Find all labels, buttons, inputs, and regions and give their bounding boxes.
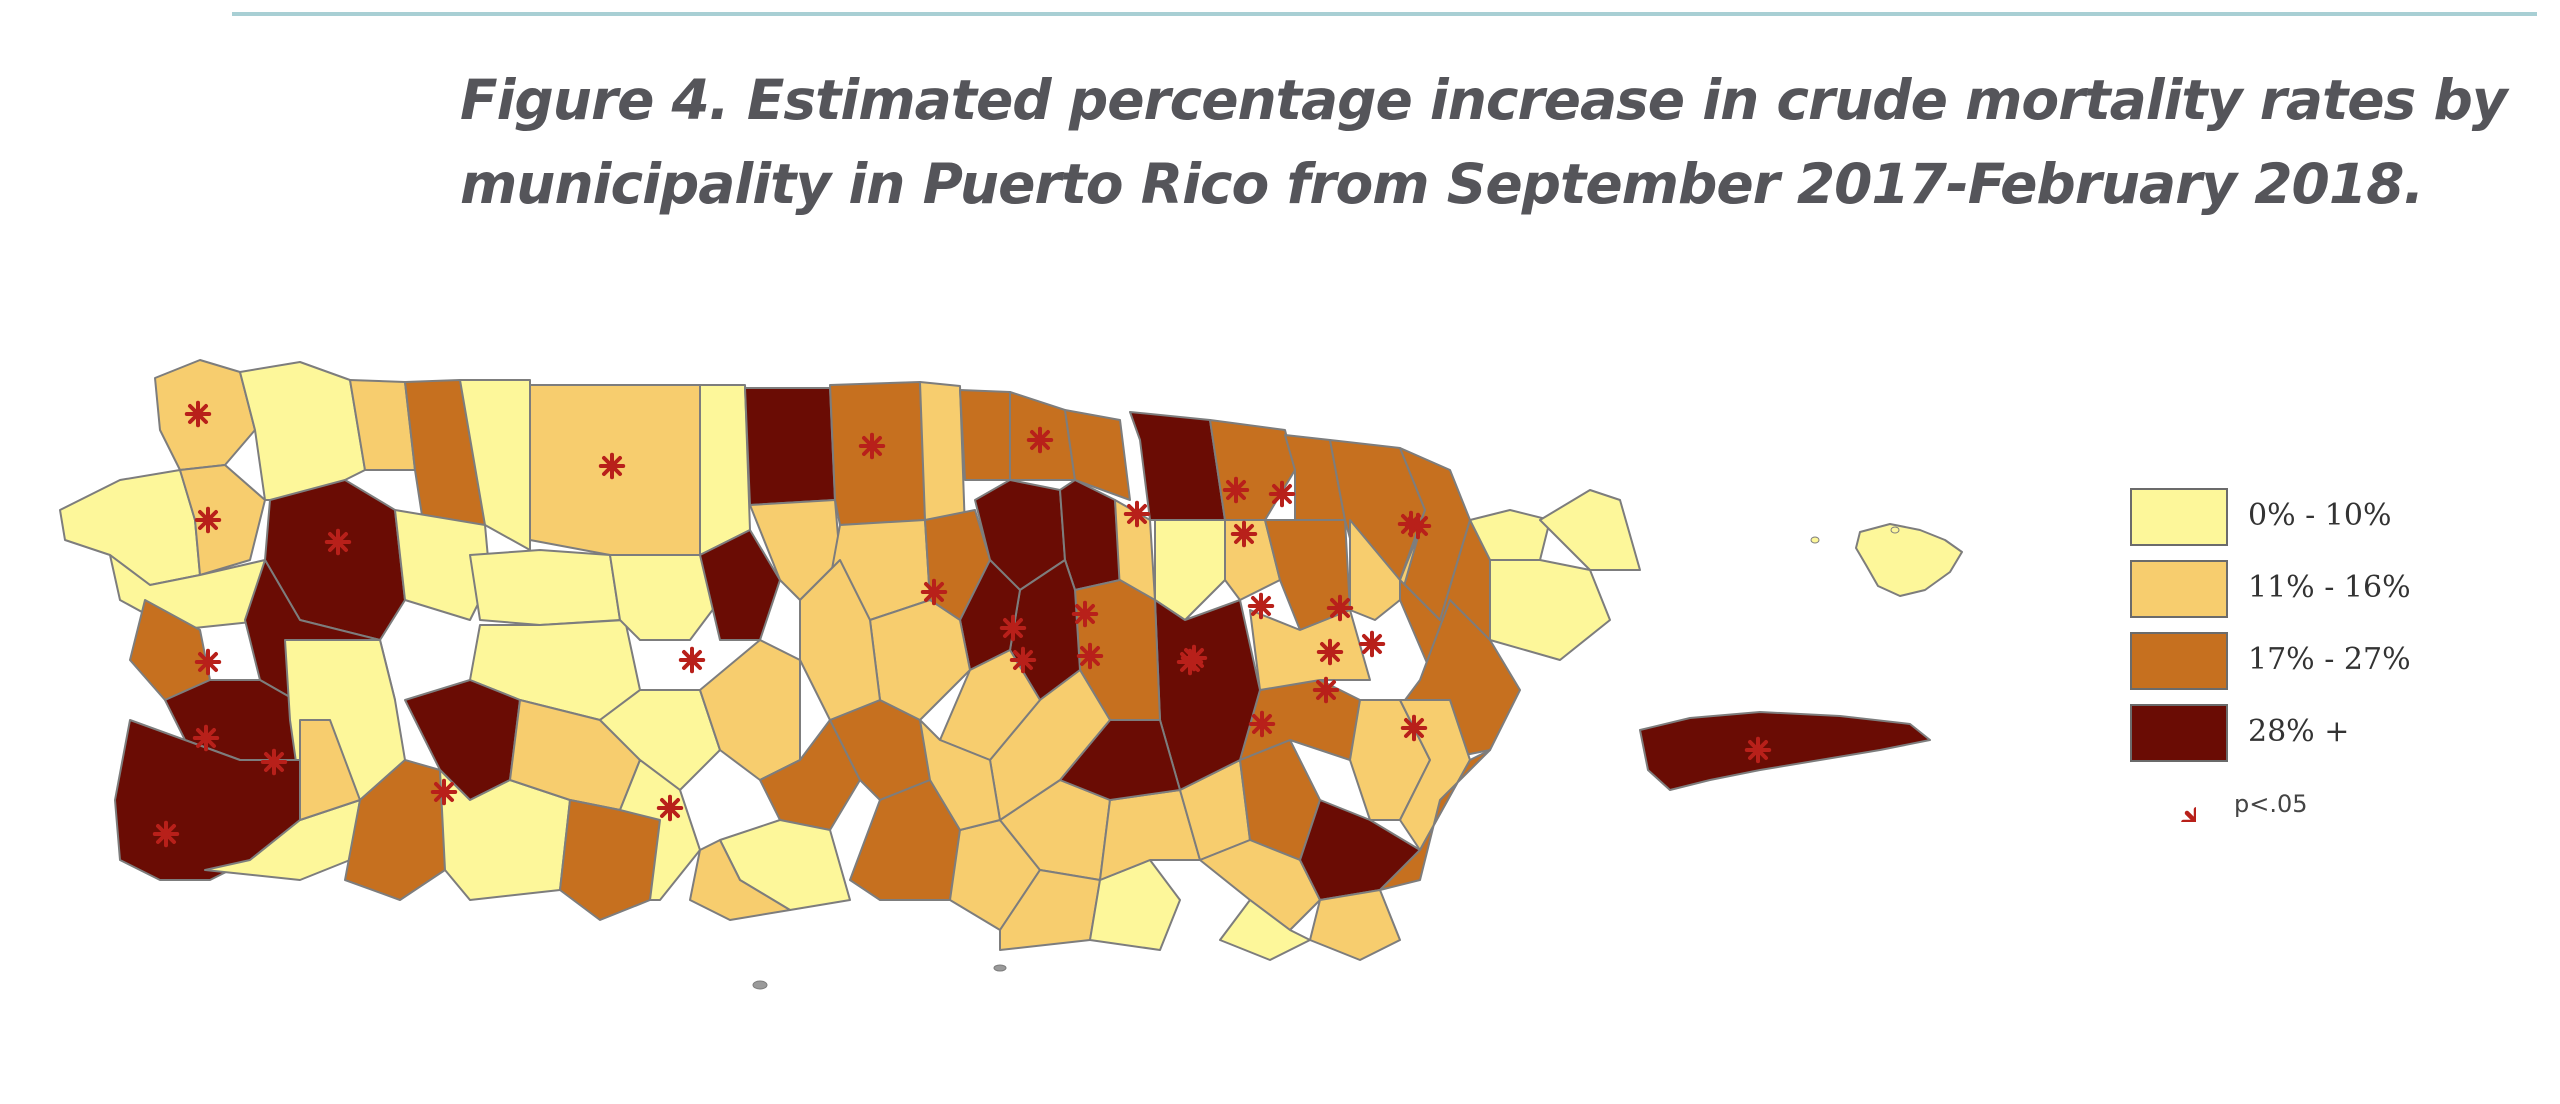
municipality-66 [1089,859,1181,951]
significance-star-icon [858,432,886,460]
legend-label: 17% - 27% [2248,642,2411,677]
significance-star-icon [1744,736,1772,764]
significance-star-icon [1247,592,1275,620]
legend-item-28-plus: 28% + [2130,704,2460,766]
significance-star-icon [430,778,458,806]
municipality-3 [59,469,201,586]
municipality-90 [1855,523,1963,597]
municipality-89 [1639,711,1931,791]
significance-star-icon [1312,676,1340,704]
significance-star-icon [1230,520,1258,548]
municipality-54 [559,799,661,921]
municipality-88 [1379,749,1491,891]
municipality-9 [699,384,751,556]
significance-star-icon [1076,642,1104,670]
legend-label: 11% - 16% [2248,570,2411,605]
municipality-10 [744,387,836,506]
municipality-27 [469,549,621,626]
legend-label: p<.05 [2234,790,2308,818]
municipality-42 [1469,509,1551,561]
municipality-82 [799,559,881,721]
islet-2 [993,964,1007,972]
significance-star-icon [1009,646,1037,674]
legend-item-0-10: 0% - 10% [2130,488,2460,550]
significance-star-icon [1358,630,1386,658]
legend-label: 0% - 10% [2248,498,2392,533]
municipality-13 [959,389,1011,481]
municipality-37 [1154,519,1226,621]
municipality-65 [999,869,1101,951]
significance-star-icon [999,614,1027,642]
significance-star-icon [1326,594,1354,622]
significance-star-icon [1400,714,1428,742]
municipality-87 [1219,899,1311,961]
significance-star-icon [192,724,220,752]
figure-title-line-2: municipality in Puerto Rico from Septemb… [460,152,2424,216]
significance-star-icon [1222,476,1250,504]
significance-star-icon [1026,426,1054,454]
municipality-81 [869,599,971,721]
municipality-15 [1064,409,1131,501]
municipality-44 [1539,489,1641,571]
legend-label: 28% + [2248,714,2350,749]
municipalities [59,359,1963,990]
significance-star-icon [598,452,626,480]
municipality-43 [1489,559,1611,661]
significance-star-icon [260,748,288,776]
significance-star-icon [1071,600,1099,628]
significance-star-icon [1404,512,1432,540]
significance-star-icon [1176,648,1204,676]
municipality-86 [919,719,1001,831]
significance-star-icon [194,506,222,534]
legend-item-11-16: 11% - 16% [2130,560,2460,622]
significance-star-icon [1316,638,1344,666]
municipality-56 [619,759,701,901]
significance-star-icon [678,646,706,674]
significance-star-icon [152,820,180,848]
significance-star-icon [184,400,212,428]
municipality-12 [919,381,966,531]
islet-4 [1810,536,1820,544]
significance-star-icon [1248,710,1276,738]
legend-swatch [2130,560,2228,618]
figure-title-line-1: Figure 4. Estimated percentage increase … [460,68,2508,132]
municipality-30 [699,529,781,641]
legend-item-significance: p<.05 [2130,784,2460,846]
municipality-57 [699,639,801,781]
significance-star-icon [324,528,352,556]
municipality-72 [1309,889,1401,961]
significance-star-icon [1123,500,1151,528]
municipality-85 [939,649,1041,761]
top-divider [232,12,2537,16]
legend-swatch [2130,704,2228,762]
significance-star-icon [2160,786,2196,822]
figure-title: Figure 4. Estimated percentage increase … [460,58,2508,226]
municipality-60 [689,839,791,921]
municipality-2 [239,361,366,501]
significance-star-icon [1268,480,1296,508]
legend-swatch [2130,632,2228,690]
legend-item-17-27: 17% - 27% [2130,632,2460,694]
significance-star-icon [194,648,222,676]
islet-1 [752,980,768,990]
significance-star-icon [920,578,948,606]
islet-3 [1890,526,1900,534]
significance-star-icon [656,794,684,822]
legend-swatch [2130,488,2228,546]
